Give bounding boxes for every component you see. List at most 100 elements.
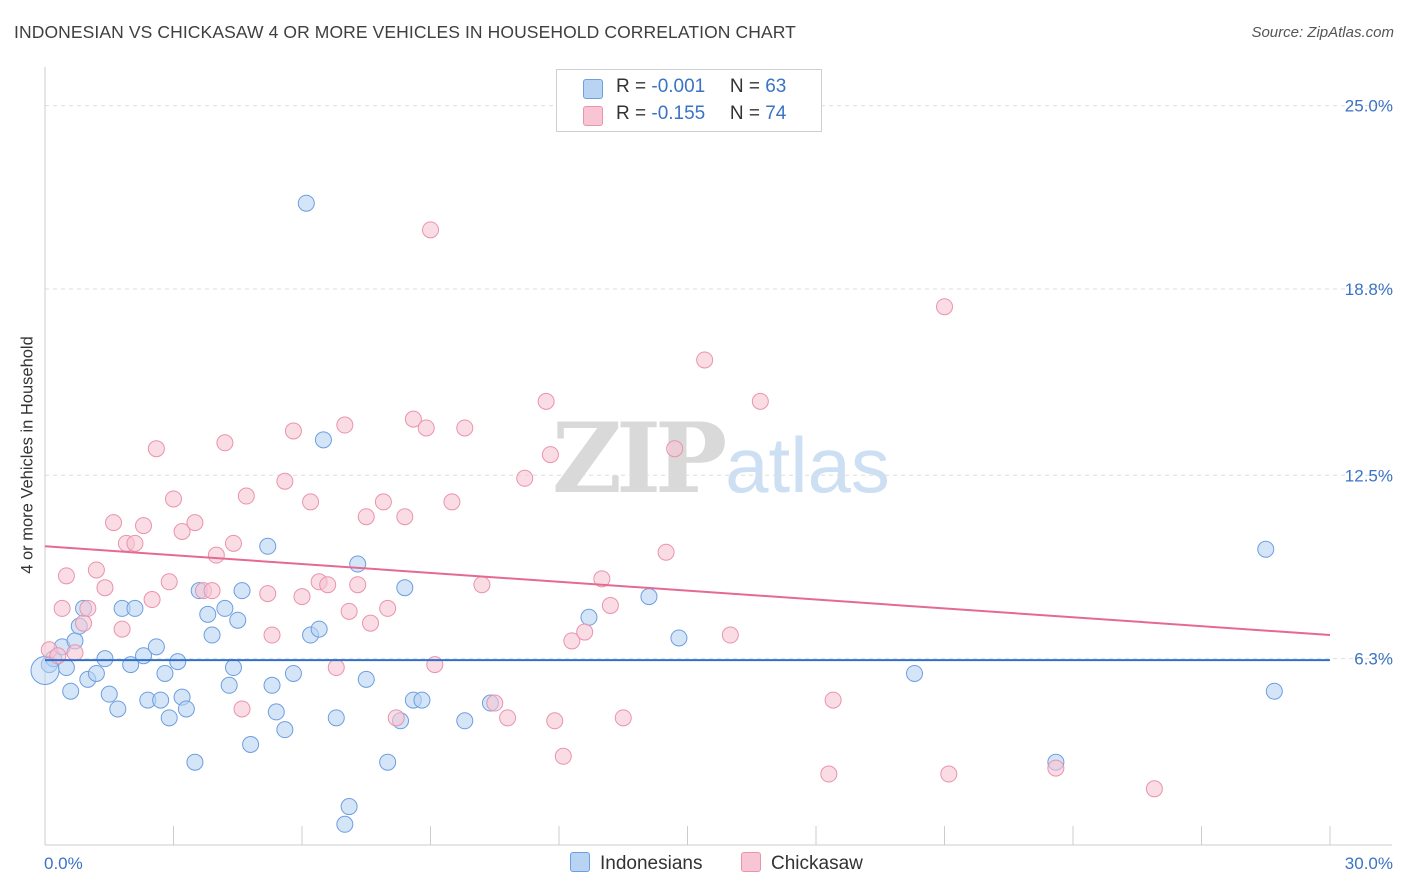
y-tick-label: 25.0% [1345,97,1393,116]
indonesians-point [413,691,431,709]
chickasaw-point [126,534,144,552]
indonesians-point [100,685,118,703]
indonesians-points [30,194,1283,833]
chickasaw-point [820,765,838,783]
chickasaw-point [396,508,414,526]
chickasaw-trend-line [44,545,1331,637]
legend-n-label: N = [729,76,766,97]
legend-r-value: -0.155 [651,103,706,124]
chickasaw-point [284,422,302,440]
indonesians-point [87,664,105,682]
y-tick-label: 18.8% [1345,280,1393,299]
x-tick-label: 0.0% [44,854,83,873]
indonesians-point [276,721,294,739]
indonesians-point [327,709,345,727]
indonesians-point [340,798,358,816]
chickasaw-point [160,573,178,591]
indonesians-point [169,653,187,671]
legend-r-label: R = [616,76,652,97]
chickasaw-point [824,691,842,709]
indonesians-point [242,735,260,753]
chickasaw-point [473,576,491,594]
chickasaw-point [417,419,435,437]
chickasaw-point [721,626,739,644]
chickasaw-point [546,712,564,730]
chickasaw-point [374,493,392,511]
chickasaw-point [541,446,559,464]
indonesians-point [229,611,247,629]
chickasaw-point [379,599,397,617]
chickasaw-point [293,588,311,606]
chickasaw-point [53,599,71,617]
indonesians-point [177,700,195,718]
indonesians-point [336,815,354,833]
chickasaw-point [216,434,234,452]
chickasaw-point [336,416,354,434]
chickasaw-point [233,700,251,718]
chickasaw-point [422,221,439,239]
trend-lines [44,545,1331,662]
indonesians-point [147,638,165,656]
indonesians-point [640,588,658,606]
indonesians-point [379,753,397,771]
legend-n-value: 74 [765,103,787,124]
chickasaw-point [173,523,191,541]
chickasaw-swatch [583,106,603,126]
source-credit: Source: ZipAtlas.com [1251,24,1394,41]
chickasaw-point [1145,780,1163,798]
indonesians-point [1265,682,1283,700]
chickasaw-point [143,591,161,609]
chickasaw-point [593,570,611,588]
chickasaw-point [357,508,375,526]
chickasaw-point [499,709,517,727]
chickasaw-legend-label: Chickasaw [771,853,863,874]
indonesians-point [62,682,80,700]
chickasaw-point [49,647,67,665]
chickasaw-point [601,596,619,614]
chickasaw-point [657,543,675,561]
indonesians-point [220,676,238,694]
chickasaw-point [516,469,534,487]
y-axis-label: 4 or more Vehicles in Household [18,336,37,574]
x-tick-label: 30.0% [1345,854,1393,873]
indonesians-point [1257,540,1275,558]
indonesians-point [310,620,328,638]
indonesians-point [152,691,170,709]
indonesians-point [314,431,332,449]
indonesians-point [156,664,174,682]
indonesians-legend-swatch [570,852,590,872]
indonesians-point [186,753,204,771]
chickasaw-point [486,694,504,712]
legend-r-label: R = [616,103,652,124]
chickasaw-point [443,493,461,511]
chickasaw-point [79,599,97,617]
tick-labels: 6.3% 12.5% 18.8% 25.0% 0.0% 30.0% [44,97,1393,873]
indonesians-point [349,555,367,573]
indonesians-point [396,579,414,597]
legend-r-value: -0.001 [651,76,706,97]
chickasaw-point [75,614,93,632]
chickasaw-point [276,472,294,490]
chickasaw-point [456,419,474,437]
chickasaw-point [147,440,165,458]
chickasaw-point [224,534,242,552]
chickasaw-point [1047,759,1065,777]
indonesians-point [297,194,315,212]
stats-legend: R = -0.001 N = 63 R = -0.155 N = 74 [556,69,822,132]
indonesians-point [357,670,375,688]
indonesians-point [284,664,302,682]
chickasaw-point [554,747,572,765]
chickasaw-point [696,351,714,369]
chickasaw-point [751,392,769,410]
bottom-legend-chickasaw: Chickasaw [741,852,863,875]
chickasaw-point [404,410,422,428]
chickasaw-point [387,709,405,727]
indonesians-point [263,676,281,694]
legend-n-value: 63 [765,76,787,97]
chickasaw-point [96,579,114,597]
y-tick-label: 12.5% [1345,466,1393,485]
indonesians-point [96,650,114,668]
chickasaw-points [40,221,1163,798]
chickasaw-point [87,561,105,579]
